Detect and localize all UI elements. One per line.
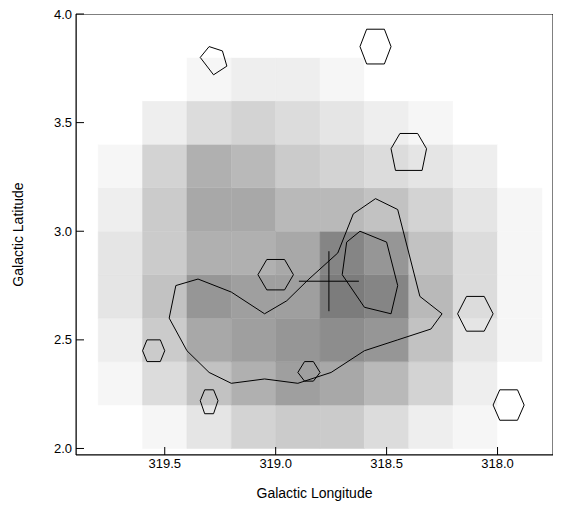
svg-text:2.0: 2.0 xyxy=(54,441,72,456)
svg-text:4.0: 4.0 xyxy=(54,8,72,22)
svg-text:319.0: 319.0 xyxy=(259,456,292,471)
svg-text:2.5: 2.5 xyxy=(54,332,72,347)
svg-text:319.5: 319.5 xyxy=(148,456,181,471)
svg-text:3.0: 3.0 xyxy=(54,224,72,239)
svg-text:318.0: 318.0 xyxy=(481,456,514,471)
svg-text:Galactic Latitude: Galactic Latitude xyxy=(10,182,26,286)
svg-text:Galactic Longitude: Galactic Longitude xyxy=(257,485,373,501)
svg-text:3.5: 3.5 xyxy=(54,115,72,130)
svg-text:318.5: 318.5 xyxy=(370,456,403,471)
